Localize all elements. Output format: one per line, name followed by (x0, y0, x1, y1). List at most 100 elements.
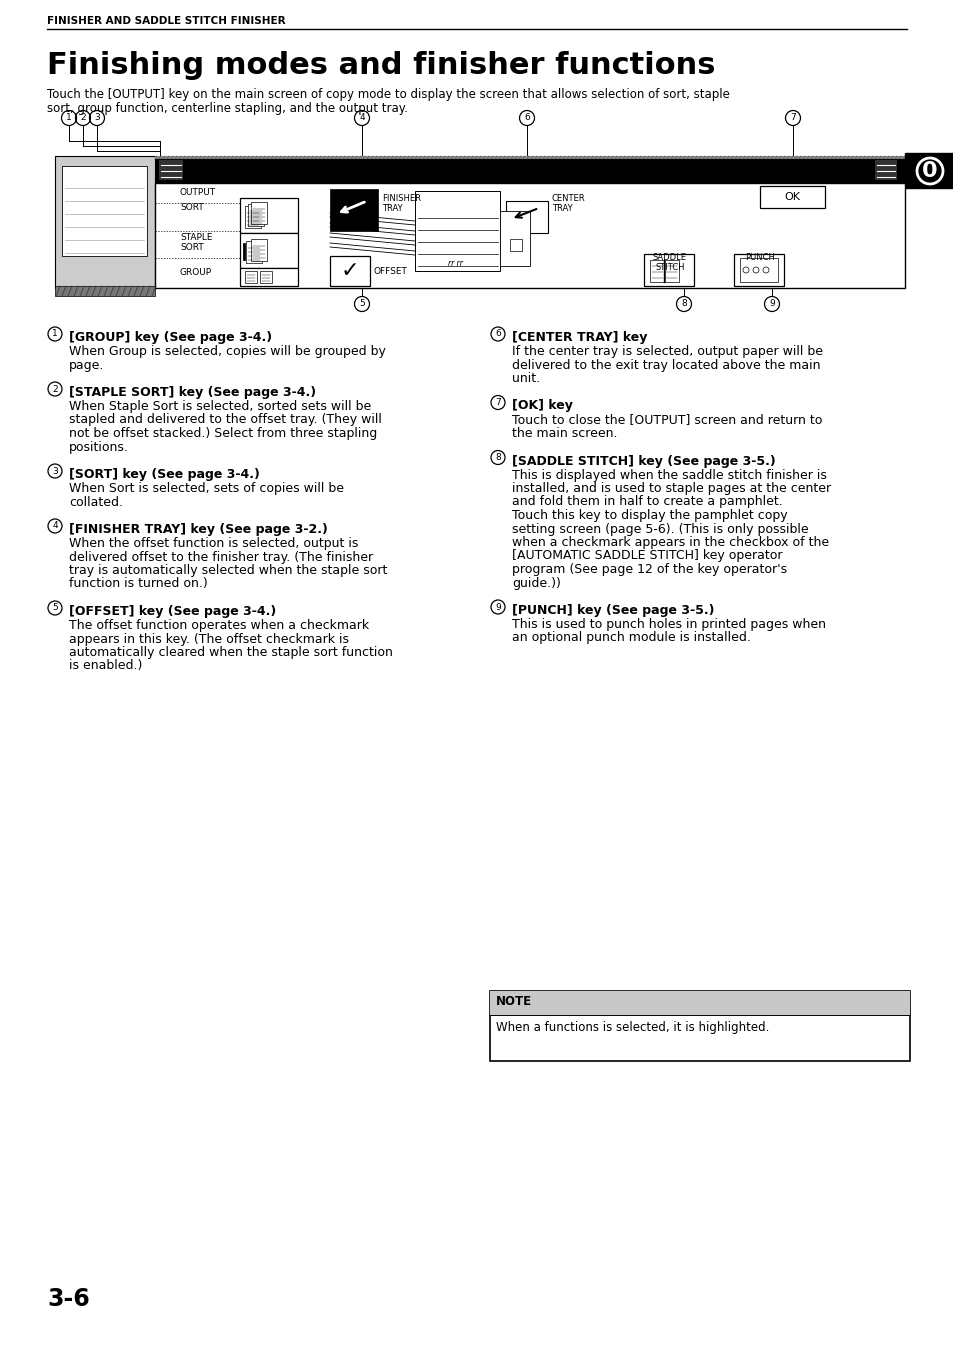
Text: [SORT] key (See page 3-4.): [SORT] key (See page 3-4.) (69, 467, 259, 481)
Text: collated.: collated. (69, 496, 123, 508)
Text: automatically cleared when the staple sort function: automatically cleared when the staple so… (69, 646, 393, 659)
Text: NOTE: NOTE (496, 994, 532, 1008)
Text: Touch to close the [OUTPUT] screen and return to: Touch to close the [OUTPUT] screen and r… (512, 413, 821, 427)
Text: When Staple Sort is selected, sorted sets will be: When Staple Sort is selected, sorted set… (69, 400, 371, 413)
Bar (251, 203, 267, 224)
Text: positions.: positions. (69, 440, 129, 454)
Text: SORT: SORT (180, 203, 204, 212)
Text: when a checkmark appears in the checkbox of the: when a checkmark appears in the checkbox… (512, 536, 828, 549)
Text: CENTER: CENTER (552, 195, 585, 203)
Text: an optional punch module is installed.: an optional punch module is installed. (512, 631, 750, 644)
Bar (55, 155, 154, 288)
Bar (490, 992, 909, 1061)
Text: stapled and delivered to the offset tray. (They will: stapled and delivered to the offset tray… (69, 413, 381, 427)
Text: ✓: ✓ (340, 261, 359, 281)
Bar (740, 258, 778, 282)
Circle shape (762, 267, 768, 273)
Text: PUNCH: PUNCH (744, 253, 774, 262)
Bar (505, 201, 547, 232)
Text: Finishing modes and finisher functions: Finishing modes and finisher functions (47, 51, 715, 80)
Text: Touch this key to display the pamphlet copy: Touch this key to display the pamphlet c… (512, 509, 787, 521)
Text: [OK] key: [OK] key (512, 400, 572, 412)
Text: GROUP: GROUP (180, 267, 212, 277)
Text: the main screen.: the main screen. (512, 427, 617, 440)
Text: 7: 7 (789, 113, 795, 123)
Bar (643, 254, 693, 286)
Bar (159, 159, 183, 180)
Text: [STAPLE SORT] key (See page 3-4.): [STAPLE SORT] key (See page 3-4.) (69, 386, 315, 399)
Circle shape (752, 267, 759, 273)
Text: [FINISHER TRAY] key (See page 3-2.): [FINISHER TRAY] key (See page 3-2.) (69, 523, 328, 536)
Bar (246, 240, 262, 263)
Bar (245, 205, 261, 228)
Bar (55, 286, 154, 296)
Text: installed, and is used to staple pages at the center: installed, and is used to staple pages a… (512, 482, 830, 494)
Text: 2: 2 (80, 113, 86, 123)
Text: setting screen (page 5-6). (This is only possible: setting screen (page 5-6). (This is only… (512, 523, 808, 535)
Text: FINISHER: FINISHER (381, 195, 420, 203)
Bar (490, 992, 909, 1015)
Text: If the center tray is selected, output paper will be: If the center tray is selected, output p… (512, 345, 822, 358)
Text: 1: 1 (52, 330, 58, 339)
Bar (664, 259, 679, 282)
Text: not be offset stacked.) Select from three stapling: not be offset stacked.) Select from thre… (69, 427, 376, 440)
Text: 6: 6 (523, 113, 529, 123)
Text: 7: 7 (495, 399, 500, 407)
Text: [SADDLE STITCH] key (See page 3-5.): [SADDLE STITCH] key (See page 3-5.) (512, 454, 775, 467)
Text: tray is automatically selected when the staple sort: tray is automatically selected when the … (69, 563, 387, 577)
Text: 5: 5 (358, 300, 364, 308)
Bar (62, 166, 147, 255)
Text: 8: 8 (680, 300, 686, 308)
Text: SADDLE: SADDLE (652, 253, 686, 262)
Text: [OFFSET] key (See page 3-4.): [OFFSET] key (See page 3-4.) (69, 605, 276, 617)
Text: 5: 5 (52, 604, 58, 612)
Bar (649, 259, 663, 282)
Bar (240, 199, 297, 232)
Bar (510, 239, 521, 251)
Text: When Sort is selected, sets of copies will be: When Sort is selected, sets of copies wi… (69, 482, 344, 494)
Text: 3: 3 (52, 466, 58, 476)
Text: program (See page 12 of the key operator's: program (See page 12 of the key operator… (512, 563, 786, 576)
Text: unit.: unit. (512, 372, 539, 385)
Circle shape (742, 267, 748, 273)
Text: TRAY: TRAY (381, 204, 402, 213)
Text: [AUTOMATIC SADDLE STITCH] key operator: [AUTOMATIC SADDLE STITCH] key operator (512, 550, 781, 562)
Text: page.: page. (69, 358, 104, 372)
Text: guide.)): guide.)) (512, 577, 560, 589)
Text: SORT: SORT (180, 243, 204, 253)
Text: [CENTER TRAY] key: [CENTER TRAY] key (512, 331, 647, 345)
Text: delivered offset to the finisher tray. (The finisher: delivered offset to the finisher tray. (… (69, 550, 373, 563)
Text: This is displayed when the saddle stitch finisher is: This is displayed when the saddle stitch… (512, 469, 826, 481)
Text: 9: 9 (495, 603, 500, 612)
Text: appears in this key. (The offset checkmark is: appears in this key. (The offset checkma… (69, 632, 349, 646)
Bar (874, 159, 896, 180)
Text: rr rr: rr rr (447, 259, 462, 267)
Text: [PUNCH] key (See page 3-5.): [PUNCH] key (See page 3-5.) (512, 604, 714, 617)
Bar (733, 254, 783, 286)
Text: TRAY: TRAY (552, 204, 572, 213)
Bar (760, 186, 824, 208)
Text: 3-6: 3-6 (47, 1288, 90, 1310)
Circle shape (916, 158, 942, 184)
Bar (330, 189, 377, 231)
Text: is enabled.): is enabled.) (69, 659, 142, 673)
Text: 2: 2 (52, 385, 58, 393)
Text: sort, group function, centerline stapling, and the output tray.: sort, group function, centerline staplin… (47, 101, 408, 115)
Text: function is turned on.): function is turned on.) (69, 577, 208, 590)
Bar (154, 182, 904, 288)
Bar (904, 153, 953, 188)
Text: When Group is selected, copies will be grouped by: When Group is selected, copies will be g… (69, 345, 385, 358)
Text: delivered to the exit tray located above the main: delivered to the exit tray located above… (512, 358, 820, 372)
Text: OK: OK (783, 192, 800, 203)
Bar (154, 155, 904, 182)
Bar (245, 272, 256, 282)
Text: [GROUP] key (See page 3-4.): [GROUP] key (See page 3-4.) (69, 331, 272, 345)
Text: 9: 9 (768, 300, 774, 308)
Text: The offset function operates when a checkmark: The offset function operates when a chec… (69, 619, 369, 632)
Bar (251, 239, 267, 261)
Text: 4: 4 (52, 521, 58, 531)
Text: and fold them in half to create a pamphlet.: and fold them in half to create a pamphl… (512, 496, 781, 508)
Text: 0: 0 (922, 161, 937, 181)
Bar (240, 267, 297, 286)
Text: STAPLE: STAPLE (180, 232, 213, 242)
